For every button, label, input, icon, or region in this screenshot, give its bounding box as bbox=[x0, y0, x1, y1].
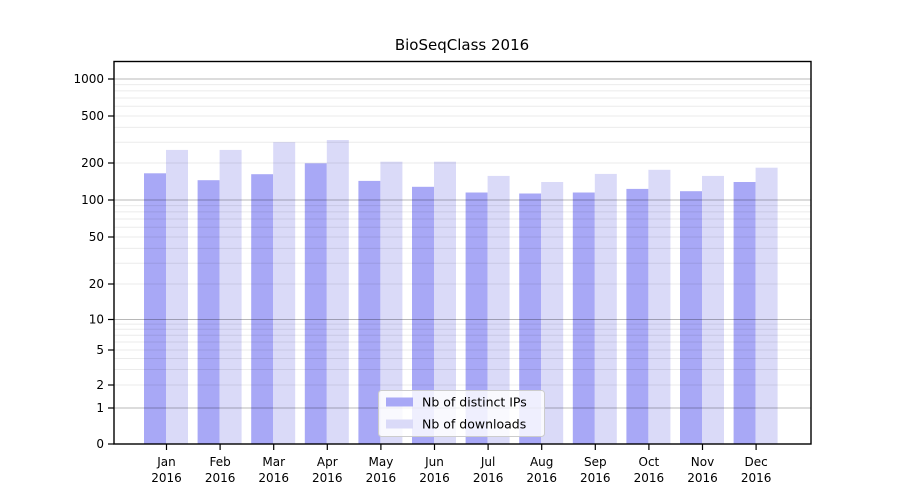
ytick-label-1: 1 bbox=[96, 401, 104, 415]
bar-nov-downloads bbox=[702, 175, 724, 444]
legend: Nb of distinct IPs Nb of downloads bbox=[378, 390, 545, 437]
bar-apr-distinct-ips bbox=[304, 163, 327, 445]
xtick-label-month-aug: Aug bbox=[530, 455, 553, 469]
bar-jun-distinct-ips bbox=[412, 186, 434, 445]
bar-oct-distinct-ips bbox=[626, 188, 649, 444]
bar-jun-downloads bbox=[434, 161, 456, 444]
xtick-label-year-may: 2016 bbox=[366, 471, 397, 485]
ytick-label-5: 5 bbox=[96, 343, 104, 357]
legend-swatch-distinct-ips bbox=[386, 397, 413, 407]
xtick-label-year-apr: 2016 bbox=[312, 471, 343, 485]
chart-title: BioSeqClass 2016 bbox=[395, 36, 529, 54]
legend-swatch-downloads bbox=[386, 419, 413, 429]
legend-box bbox=[378, 390, 545, 437]
bar-mar-distinct-ips bbox=[251, 174, 274, 444]
bar-feb-distinct-ips bbox=[197, 180, 220, 444]
xtick-label-year-aug: 2016 bbox=[526, 471, 557, 485]
ytick-label-500: 500 bbox=[81, 109, 104, 123]
xtick-label-month-apr: Apr bbox=[317, 455, 338, 469]
bar-jul-downloads bbox=[487, 175, 510, 444]
ytick-label-50: 50 bbox=[89, 230, 104, 244]
bar-sep-downloads bbox=[594, 173, 617, 444]
bar-mar-downloads bbox=[273, 142, 296, 444]
bar-aug-downloads bbox=[541, 182, 564, 444]
xtick-label-month-feb: Feb bbox=[209, 455, 230, 469]
axis-layer: 10005002001005020105210Jan2016Feb2016Mar… bbox=[73, 72, 771, 485]
bar-apr-downloads bbox=[326, 140, 349, 444]
xtick-label-year-oct: 2016 bbox=[634, 471, 665, 485]
bar-jul-distinct-ips bbox=[465, 192, 488, 444]
xtick-label-year-jun: 2016 bbox=[419, 471, 450, 485]
bars-layer bbox=[144, 140, 778, 445]
bar-dec-distinct-ips bbox=[733, 182, 756, 444]
bar-nov-distinct-ips bbox=[680, 191, 702, 444]
ytick-label-2: 2 bbox=[96, 378, 104, 392]
grid-layer bbox=[114, 78, 811, 409]
xtick-label-month-dec: Dec bbox=[744, 455, 767, 469]
xtick-label-month-nov: Nov bbox=[691, 455, 714, 469]
xtick-label-year-jul: 2016 bbox=[473, 471, 504, 485]
bar-feb-downloads bbox=[219, 149, 242, 444]
xtick-label-year-jan: 2016 bbox=[151, 471, 182, 485]
plot-frame bbox=[113, 60, 812, 445]
ytick-label-20: 20 bbox=[89, 277, 104, 291]
xtick-label-month-jan: Jan bbox=[156, 455, 176, 469]
bar-jan-distinct-ips bbox=[144, 173, 166, 445]
xtick-label-year-sep: 2016 bbox=[580, 471, 611, 485]
ytick-label-10: 10 bbox=[89, 313, 104, 327]
bar-oct-downloads bbox=[648, 169, 671, 445]
xtick-label-month-oct: Oct bbox=[639, 455, 660, 469]
bar-jan-downloads bbox=[166, 149, 188, 444]
ytick-label-1000: 1000 bbox=[73, 72, 104, 86]
ytick-label-0: 0 bbox=[96, 437, 104, 451]
legend-label-downloads: Nb of downloads bbox=[422, 417, 526, 432]
xtick-label-month-jun: Jun bbox=[424, 455, 444, 469]
bar-sep-distinct-ips bbox=[572, 192, 595, 444]
ytick-label-100: 100 bbox=[81, 193, 104, 207]
xtick-label-year-mar: 2016 bbox=[258, 471, 289, 485]
xtick-label-year-dec: 2016 bbox=[741, 471, 772, 485]
xtick-label-month-sep: Sep bbox=[584, 455, 607, 469]
xtick-label-year-feb: 2016 bbox=[205, 471, 236, 485]
bar-may-distinct-ips bbox=[358, 180, 381, 444]
bar-dec-downloads bbox=[755, 167, 778, 444]
xtick-label-year-nov: 2016 bbox=[687, 471, 718, 485]
legend-label-distinct-ips: Nb of distinct IPs bbox=[422, 395, 527, 410]
xtick-label-month-jul: Jul bbox=[480, 455, 495, 469]
bar-aug-distinct-ips bbox=[519, 193, 542, 444]
bar-may-downloads bbox=[380, 161, 403, 444]
xtick-label-month-may: May bbox=[368, 455, 393, 469]
ytick-label-200: 200 bbox=[81, 156, 104, 170]
xtick-label-month-mar: Mar bbox=[262, 455, 285, 469]
